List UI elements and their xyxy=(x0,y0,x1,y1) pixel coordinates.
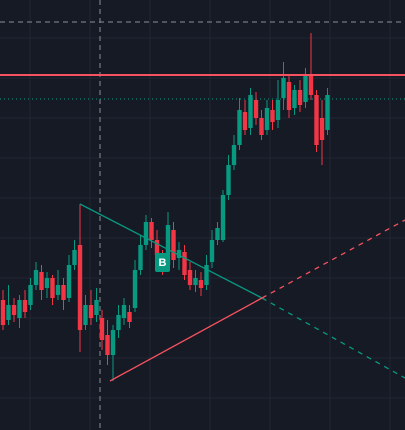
buy-marker[interactable]: B xyxy=(155,253,170,272)
candle-body xyxy=(61,285,66,300)
candle-body xyxy=(28,285,33,305)
candle-body xyxy=(286,82,292,110)
candle-body xyxy=(325,95,330,130)
candle-body xyxy=(55,285,61,295)
candle-body xyxy=(176,250,182,258)
candle-body xyxy=(121,305,127,318)
candle-body xyxy=(88,305,94,318)
trendline-upper-extension xyxy=(261,297,405,379)
candle-body xyxy=(39,272,44,290)
candle-body xyxy=(253,100,259,118)
candle-body xyxy=(275,100,281,120)
candle-body xyxy=(33,270,39,285)
candle-body xyxy=(132,270,138,308)
candle-body xyxy=(182,252,187,275)
candle-body xyxy=(226,165,231,195)
candle-body xyxy=(259,118,264,135)
candle-body xyxy=(193,278,198,285)
candle-body xyxy=(0,300,6,325)
candle-body xyxy=(231,145,237,165)
candle-body xyxy=(138,245,143,270)
candle-body xyxy=(264,108,270,130)
candle-body xyxy=(292,90,297,108)
trendline-lower-extension xyxy=(261,219,405,299)
candle-body xyxy=(66,265,72,298)
candle-body xyxy=(116,315,121,330)
candle-body xyxy=(99,318,105,340)
candle-body xyxy=(237,110,242,145)
candle-body xyxy=(165,225,171,265)
candle-body xyxy=(94,300,99,315)
candle-body xyxy=(105,335,110,355)
candle-body xyxy=(11,305,17,315)
candle-body xyxy=(270,110,275,122)
candle-body xyxy=(50,278,55,298)
candle-body xyxy=(154,240,160,255)
candle-body xyxy=(77,245,83,330)
candle-body xyxy=(83,305,88,325)
candle-body xyxy=(242,112,248,130)
candle-body xyxy=(110,330,116,355)
candle-body xyxy=(297,90,303,105)
candle-body xyxy=(248,95,253,128)
candle-body xyxy=(319,118,325,140)
trendline-lower xyxy=(109,297,263,382)
candle-body xyxy=(187,270,193,285)
candle-body xyxy=(127,312,132,322)
candle-body xyxy=(303,75,308,102)
candle-body xyxy=(171,230,176,260)
candle-body xyxy=(72,250,77,265)
candle-body xyxy=(281,78,286,98)
candle-body xyxy=(44,278,50,288)
candle-body xyxy=(198,280,204,288)
marker-badge xyxy=(155,253,170,272)
candle-body xyxy=(143,222,149,245)
candles xyxy=(0,33,330,381)
candle-body xyxy=(220,195,226,240)
candle-body xyxy=(215,228,220,240)
candle-body xyxy=(22,300,28,312)
candle-body xyxy=(314,95,319,145)
candle-body xyxy=(308,75,314,95)
marker-label: B xyxy=(159,257,167,269)
candle-body xyxy=(17,300,22,318)
trendline-upper xyxy=(79,203,263,299)
candle-body xyxy=(204,265,209,285)
candle-body xyxy=(209,240,215,262)
candle-body xyxy=(149,222,154,240)
candle-body xyxy=(6,305,11,320)
